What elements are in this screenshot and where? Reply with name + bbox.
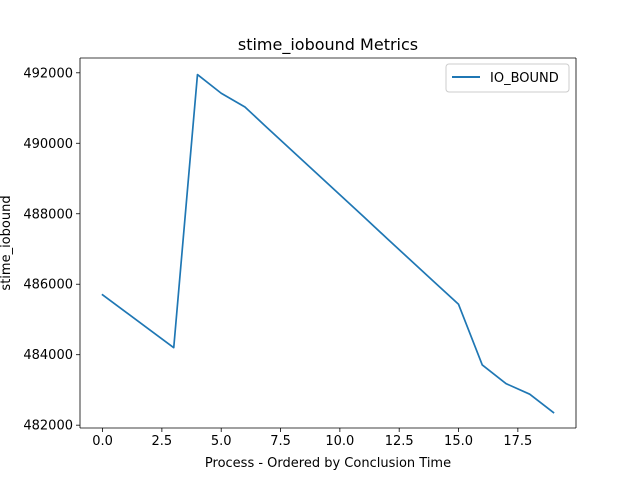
legend-label-io-bound: IO_BOUND [490,71,559,86]
series-layer [101,73,555,414]
x-tick-label: 0.0 [92,434,113,449]
x-tick-label: 12.5 [385,434,414,449]
chart-title: stime_iobound Metrics [238,35,418,55]
x-axis-label: Process - Ordered by Conclusion Time [205,456,451,471]
x-tick-label: 5.0 [211,434,232,449]
y-tick-label: 492000 [23,66,73,81]
y-axis-ticks: 482000 484000 486000 488000 490000 492000 [23,66,80,434]
x-tick-label: 15.0 [444,434,473,449]
series-line-io-bound [101,73,555,414]
y-tick-label: 490000 [23,137,73,152]
legend: IO_BOUND [445,63,570,93]
y-tick-label: 484000 [23,348,73,363]
legend-box [445,63,570,93]
x-tick-label: 10.0 [325,434,354,449]
x-axis-ticks: 0.0 2.5 5.0 7.5 10.0 12.5 15.0 17.5 [92,428,532,449]
plot-area [80,58,576,428]
x-tick-label: 17.5 [503,434,532,449]
x-tick-label: 7.5 [270,434,291,449]
x-tick-label: 2.5 [152,434,173,449]
y-tick-label: 488000 [23,207,73,222]
y-axis-label: stime_iobound [0,195,14,290]
y-tick-label: 482000 [23,419,73,434]
axes-frame [79,57,577,429]
y-tick-label: 486000 [23,278,73,293]
